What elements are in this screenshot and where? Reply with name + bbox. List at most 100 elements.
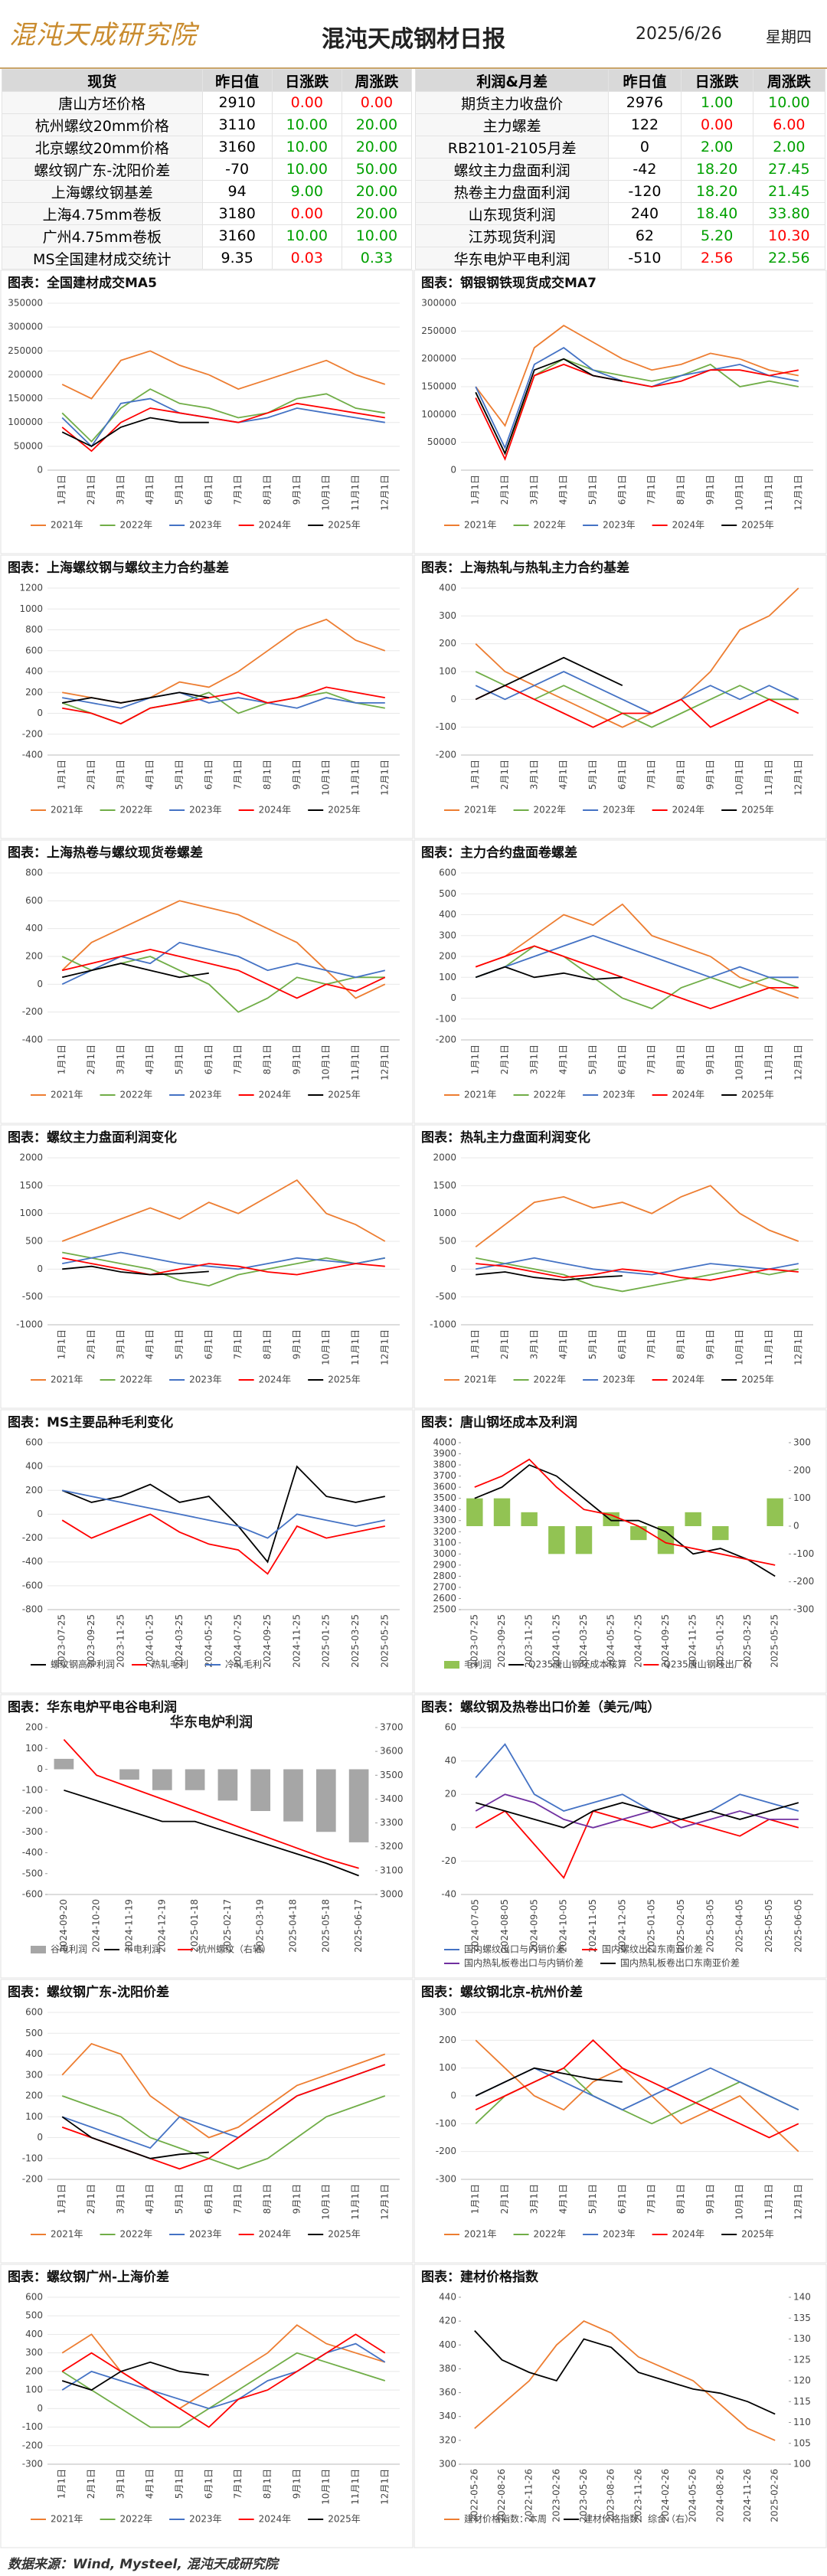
cell: 122 bbox=[608, 113, 682, 136]
bar bbox=[54, 1758, 74, 1770]
x-tick-label: 9月1日 bbox=[291, 1044, 302, 1074]
x-tick-label: 10月1日 bbox=[321, 1044, 332, 1080]
y-tick-label: 200 bbox=[439, 2035, 456, 2045]
series-line bbox=[61, 2042, 386, 2139]
y-tick-label: -1000 bbox=[16, 1319, 43, 1330]
x-tick-label: 2025-01-25 bbox=[714, 1614, 725, 1668]
x-tick-label: 11月1日 bbox=[763, 475, 774, 511]
chart-title: 图表：钢银钢铁现货成交MA7 bbox=[421, 275, 597, 291]
cell: 10.00 bbox=[271, 158, 342, 181]
panel bbox=[414, 1409, 827, 1694]
y-tick-label: 200000 bbox=[421, 353, 456, 364]
legend-label: 2021年 bbox=[51, 2514, 83, 2525]
x-tick-label: 6月1日 bbox=[616, 1044, 627, 1074]
x-tick-label: 2024-09-25 bbox=[660, 1614, 671, 1668]
series-line bbox=[475, 2039, 799, 2139]
x-tick-label: 2月1日 bbox=[499, 760, 510, 789]
cell: 20.00 bbox=[341, 136, 413, 159]
table-row: 热卷主力盘面利润 -120 18.20 21.45 bbox=[414, 180, 826, 203]
x-tick-label: 6月1日 bbox=[203, 760, 214, 789]
panel bbox=[414, 554, 827, 839]
x-tick-label: 5月1日 bbox=[587, 1329, 598, 1359]
panel bbox=[0, 270, 414, 554]
legend-label: Q235唐山钢坯出厂价 bbox=[663, 1659, 752, 1670]
y-tick-label: 2500 bbox=[433, 1604, 456, 1615]
x-tick-label: 1月1日 bbox=[470, 475, 481, 505]
y-tick-label: 200 bbox=[439, 638, 456, 649]
y-tick-label: -300 bbox=[436, 2174, 456, 2185]
x-tick-label: 5月1日 bbox=[174, 475, 185, 505]
x-tick-label: 2024-09-05 bbox=[528, 1899, 539, 1953]
y-tick-label: 2700 bbox=[433, 1581, 456, 1592]
x-tick-label: 2025-01-05 bbox=[646, 1899, 657, 1953]
x-tick-label: 11月1日 bbox=[350, 475, 361, 511]
series-line bbox=[475, 2039, 799, 2153]
panel bbox=[0, 839, 414, 1124]
y-tick-label: 100 bbox=[25, 2385, 43, 2395]
bar bbox=[119, 1769, 139, 1780]
row-label: 江苏现货利润 bbox=[414, 224, 610, 247]
y-tick-label: -200 bbox=[22, 728, 43, 739]
x-tick-label: 7月1日 bbox=[233, 760, 244, 789]
y-tick-label: 100 bbox=[439, 972, 456, 982]
y-tick-label: -200 bbox=[22, 2440, 43, 2450]
bar bbox=[152, 1769, 172, 1790]
y2-tick-label: 3400 bbox=[380, 1793, 404, 1804]
x-tick-label: 8月1日 bbox=[675, 475, 686, 505]
x-tick-label: 4月1日 bbox=[145, 760, 155, 789]
y-tick-label: 200 bbox=[25, 2365, 43, 2376]
cell: 10.00 bbox=[271, 113, 342, 136]
cell: 20.00 bbox=[341, 180, 413, 203]
x-tick-label: 1月1日 bbox=[57, 2469, 67, 2499]
x-tick-label: 2024-03-25 bbox=[578, 1614, 589, 1668]
legend-label: 2022年 bbox=[534, 1375, 567, 1385]
cell: 10.00 bbox=[752, 91, 826, 114]
y-tick-label: 40 bbox=[445, 1755, 456, 1766]
x-tick-label: 4月1日 bbox=[145, 475, 155, 505]
x-tick-label: 5月1日 bbox=[174, 1329, 185, 1359]
x-tick-label: 10月1日 bbox=[321, 475, 332, 511]
x-tick-label: 2023-09-25 bbox=[86, 1614, 96, 1668]
x-tick-label: 12月1日 bbox=[793, 1329, 803, 1365]
bar bbox=[250, 1769, 271, 1811]
y-tick-label: 3800 bbox=[433, 1460, 456, 1470]
table-row: 螺纹主力盘面利润 -42 18.20 27.45 bbox=[414, 158, 826, 181]
report-title: 混沌天成钢材日报 bbox=[322, 26, 505, 53]
x-tick-label: 2025-03-19 bbox=[255, 1899, 266, 1953]
cell: 21.45 bbox=[752, 180, 826, 203]
x-tick-label: 11月1日 bbox=[350, 1329, 361, 1365]
y-tick-label: 300 bbox=[25, 2069, 43, 2080]
legend-label: 2023年 bbox=[603, 805, 636, 816]
y-tick-label: -100 bbox=[436, 1013, 456, 1024]
y2-tick-label: 120 bbox=[793, 2375, 811, 2386]
cell: 3160 bbox=[201, 136, 273, 159]
panel bbox=[0, 554, 414, 839]
x-tick-label: 1月1日 bbox=[470, 2184, 481, 2214]
x-tick-label: 2025-02-05 bbox=[675, 1899, 686, 1953]
x-tick-label: 2022-08-26 bbox=[496, 2469, 507, 2522]
row-label: MS全国建材成交统计 bbox=[2, 247, 203, 270]
legend-swatch bbox=[31, 1946, 46, 1953]
row-label: 上海螺纹钢基差 bbox=[2, 180, 203, 203]
y2-tick-label: 3300 bbox=[380, 1817, 404, 1828]
legend-label: 2023年 bbox=[189, 520, 222, 531]
x-tick-label: 5月1日 bbox=[174, 2184, 185, 2214]
y-tick-label: -400 bbox=[22, 1556, 43, 1567]
x-tick-label: 11月1日 bbox=[350, 2184, 361, 2220]
series-line bbox=[61, 691, 385, 725]
series-line bbox=[476, 1271, 623, 1281]
x-tick-label: 5月1日 bbox=[174, 1044, 185, 1074]
x-tick-label: 6月1日 bbox=[616, 760, 627, 789]
legend-label: 2021年 bbox=[51, 2229, 83, 2240]
header-row: 现货 昨日值 日涨跌 周涨跌 bbox=[2, 69, 413, 92]
y-tick-label: 250000 bbox=[421, 325, 456, 336]
y-tick-label: -200 bbox=[436, 1035, 456, 1045]
x-tick-label: 4月1日 bbox=[145, 1044, 155, 1074]
x-tick-label: 10月1日 bbox=[734, 2184, 745, 2220]
panel bbox=[0, 2264, 414, 2548]
cell: 0.00 bbox=[680, 113, 753, 136]
series-line bbox=[476, 1257, 799, 1293]
x-tick-label: 2025-03-25 bbox=[742, 1614, 753, 1668]
y-tick-label: -600 bbox=[22, 1889, 43, 1900]
y-tick-label: 0 bbox=[37, 2132, 43, 2143]
